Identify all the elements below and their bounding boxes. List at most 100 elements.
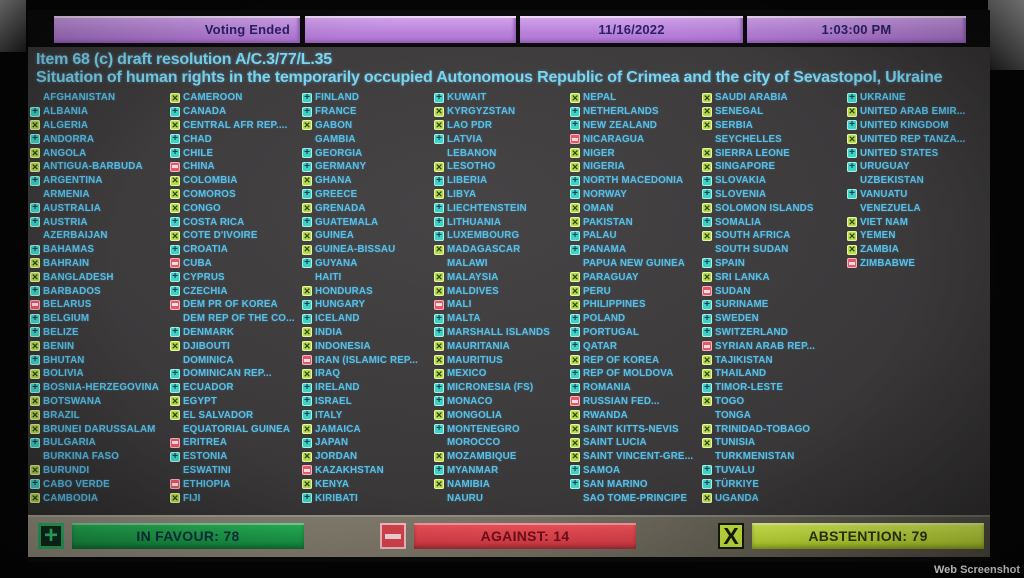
country-name: TRINIDAD-TOBAGO bbox=[715, 423, 811, 435]
country-name: ETHIOPIA bbox=[183, 478, 231, 490]
country-name: PANAMA bbox=[583, 244, 627, 256]
vote-abstention-icon: ✕ bbox=[170, 340, 180, 352]
country-row: KAZAKHSTAN bbox=[302, 464, 434, 478]
country-name: FINLAND bbox=[315, 92, 360, 104]
country-name: INDONESIA bbox=[315, 340, 371, 352]
vote-abstention-icon: ✕ bbox=[702, 161, 712, 172]
country-row: ✕ BRUNEI DARUSSALAM bbox=[30, 422, 170, 436]
country-name: PARAGUAY bbox=[583, 271, 639, 283]
country-row: + NORWAY bbox=[570, 188, 702, 202]
country-name: GERMANY bbox=[315, 161, 367, 173]
vote-in-favour-icon: + bbox=[702, 313, 712, 324]
country-row: CUBA bbox=[170, 257, 302, 271]
vote-in-favour-icon: + bbox=[702, 299, 712, 310]
vote-in-favour-icon: + bbox=[302, 410, 312, 421]
country-row: + UNITED STATES bbox=[847, 146, 992, 160]
country-row: ESWATINI bbox=[170, 464, 302, 478]
country-row: BELARUS bbox=[30, 298, 170, 312]
country-row: + PORTUGAL bbox=[570, 326, 702, 340]
country-row: + BHUTAN bbox=[30, 353, 170, 367]
country-name: PALAU bbox=[583, 230, 617, 242]
vote-abstention-icon: ✕ bbox=[434, 368, 444, 379]
country-row: ✕ MALAYSIA bbox=[434, 270, 570, 284]
country-row: + ROMANIA bbox=[570, 381, 702, 395]
vote-abstention-icon: ✕ bbox=[570, 216, 580, 228]
vote-in-favour-icon: + bbox=[434, 327, 444, 338]
country-row: ✕ HONDURAS bbox=[302, 284, 434, 298]
country-row: ✕ LESOTHO bbox=[434, 160, 570, 174]
country-name: SLOVENIA bbox=[715, 188, 767, 200]
country-name: HUNGARY bbox=[315, 299, 366, 311]
vote-abstention-icon: ✕ bbox=[302, 230, 312, 241]
country-name: MARSHALL ISLANDS bbox=[447, 326, 550, 338]
country-row: + SAMOA bbox=[570, 464, 702, 478]
country-name: ERITREA bbox=[183, 437, 228, 449]
vote-in-favour-icon: + bbox=[570, 327, 580, 338]
country-row: UZBEKISTAN bbox=[847, 174, 992, 188]
vote-in-favour-icon: + bbox=[30, 437, 40, 448]
vote-in-favour-icon: + bbox=[847, 161, 857, 172]
country-row: + UNITED KINGDOM bbox=[847, 119, 992, 133]
country-name: MEXICO bbox=[447, 368, 487, 380]
vote-in-favour-icon: + bbox=[702, 175, 712, 186]
country-name: SWITZERLAND bbox=[715, 326, 788, 338]
country-name: NEPAL bbox=[583, 92, 617, 104]
country-row: RUSSIAN FED... bbox=[570, 395, 702, 409]
vote-in-favour-icon: + bbox=[302, 313, 312, 324]
vote-in-favour-icon: + bbox=[170, 148, 180, 159]
abstention-total-label: ABSTENTION: 79 bbox=[808, 528, 928, 544]
country-name: PHILIPPINES bbox=[583, 299, 646, 311]
vote-in-favour-icon: + bbox=[434, 465, 444, 476]
country-name: SOMALIA bbox=[715, 216, 762, 228]
country-name: CAMEROON bbox=[183, 92, 243, 104]
country-name: SIERRA LEONE bbox=[715, 147, 790, 159]
country-row: ✕ NIGER bbox=[570, 146, 702, 160]
country-row: ✕ BOTSWANA bbox=[30, 395, 170, 409]
vote-in-favour-icon: + bbox=[302, 106, 312, 117]
board-column-4: + KUWAIT ✕ KYRGYZSTAN ✕ LAO PDR + LATVIA LEBANON… bbox=[434, 91, 570, 505]
country-row: IRAN (ISLAMIC REP... bbox=[302, 353, 434, 367]
country-row: DEM REP OF THE CO... bbox=[170, 312, 302, 326]
country-name: LATVIA bbox=[447, 133, 483, 145]
country-row: ✕ GABON bbox=[302, 119, 434, 133]
vote-abstention-icon: ✕ bbox=[570, 354, 580, 366]
country-row: + LUXEMBOURG bbox=[434, 229, 570, 243]
vote-abstention-icon: ✕ bbox=[702, 92, 712, 103]
vote-in-favour-icon: + bbox=[570, 244, 580, 255]
country-row: + LIBERIA bbox=[434, 174, 570, 188]
country-name: ARGENTINA bbox=[43, 175, 103, 187]
country-row: ✕ NIGERIA bbox=[570, 160, 702, 174]
vote-in-favour-icon: + bbox=[302, 161, 312, 172]
country-name: RWANDA bbox=[583, 409, 628, 421]
country-row: + AUSTRALIA bbox=[30, 201, 170, 215]
vote-abstention-icon: ✕ bbox=[302, 423, 312, 435]
vote-in-favour-icon: + bbox=[434, 396, 444, 407]
vote-in-favour-icon: + bbox=[702, 327, 712, 338]
country-name: BURUNDI bbox=[43, 464, 90, 476]
vote-abstention-icon: ✕ bbox=[702, 354, 712, 366]
country-name: UNITED STATES bbox=[860, 147, 939, 159]
vote-in-favour-icon: + bbox=[30, 106, 40, 117]
country-row: + ECUADOR bbox=[170, 381, 302, 395]
country-row: ✕ MAURITIUS bbox=[434, 353, 570, 367]
vote-abstention-icon: ✕ bbox=[570, 409, 580, 421]
country-name: MALAWI bbox=[447, 257, 488, 269]
country-name: NICARAGUA bbox=[583, 133, 645, 145]
country-name: DOMINICAN REP... bbox=[183, 368, 272, 380]
country-name: BURKINA FASO bbox=[43, 451, 120, 463]
country-row: + PALAU bbox=[570, 229, 702, 243]
country-name: COTE D'IVOIRE bbox=[183, 230, 258, 242]
country-row: + NEW ZEALAND bbox=[570, 119, 702, 133]
country-row: ✕ SENEGAL bbox=[702, 105, 847, 119]
country-name: MONTENEGRO bbox=[447, 423, 520, 435]
country-row: ✕ PHILIPPINES bbox=[570, 298, 702, 312]
country-name: ANTIGUA-BARBUDA bbox=[43, 161, 143, 173]
against-icon bbox=[380, 523, 406, 549]
country-name: UGANDA bbox=[715, 492, 759, 504]
vote-abstention-icon: ✕ bbox=[170, 409, 180, 421]
country-row: ✕ ANTIGUA-BARBUDA bbox=[30, 160, 170, 174]
country-name: SERBIA bbox=[715, 119, 753, 131]
vote-in-favour-icon: + bbox=[570, 106, 580, 117]
vote-in-favour-icon: + bbox=[434, 203, 444, 214]
country-row: + SLOVENIA bbox=[702, 188, 847, 202]
